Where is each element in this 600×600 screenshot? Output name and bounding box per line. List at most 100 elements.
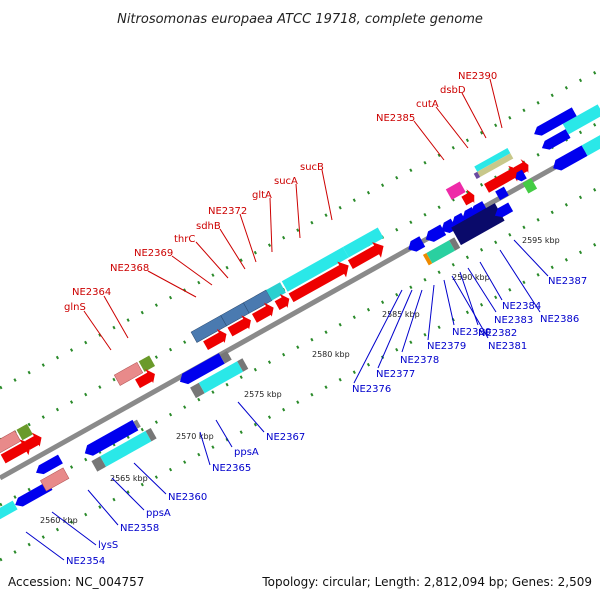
gene-box	[113, 361, 144, 386]
gene-arrow	[15, 481, 53, 507]
gene-box	[138, 355, 156, 372]
tick-label: 2565 kbp	[110, 474, 148, 483]
gene-arrow	[534, 107, 577, 136]
accession-text: Accession: NC_004757	[8, 575, 144, 589]
gene-arrow	[288, 261, 349, 303]
gene-box	[219, 350, 232, 364]
gene-arrow	[347, 242, 384, 269]
gene-arrow	[84, 423, 132, 456]
gene-label-ne2382: NE2382	[478, 328, 517, 339]
gene-arrow	[124, 419, 139, 435]
genome-summary-text: Topology: circular; Length: 2,812,094 bp…	[261, 575, 592, 589]
gene-label-ne2376: NE2376	[352, 384, 391, 395]
map-title: Nitrosomonas europaea ATCC 19718, comple…	[117, 12, 483, 27]
reverse-labels: NE2354 lysS NE2358 ppsA NE2360 NE2365 pp…	[25, 239, 587, 567]
gene-box	[266, 282, 286, 301]
gene-label-sdhb: sdhB	[196, 221, 221, 232]
gene-label-ne2368: NE2368	[110, 263, 149, 274]
gene-label-ne2367: NE2367	[266, 432, 305, 443]
gene-box	[40, 467, 70, 492]
gene-box	[0, 500, 18, 525]
gene-label-ppsa-1: ppsA	[146, 508, 171, 519]
gene-label-lyss: lysS	[98, 540, 118, 551]
tick-label: 2575 kbp	[244, 390, 282, 399]
gene-arrow	[135, 369, 155, 389]
gene-box	[474, 147, 511, 172]
gene-box	[342, 227, 384, 258]
gene-arrow	[515, 169, 527, 182]
gene-label-thrc: thrC	[174, 234, 195, 245]
gene-box	[445, 181, 466, 200]
tick-label: 2595 kbp	[522, 236, 560, 245]
gene-arrow	[553, 145, 588, 171]
gene-label-ne2379: NE2379	[427, 341, 466, 352]
gene-box	[422, 252, 433, 266]
gene-label-ne2360: NE2360	[168, 492, 207, 503]
gene-box	[0, 430, 22, 455]
gene-label-ne2369: NE2369	[134, 248, 173, 259]
gene-box	[100, 430, 152, 467]
gene-label-ne2383: NE2383	[494, 315, 533, 326]
gene-label-glta: gltA	[252, 190, 272, 201]
gene-label-ne2387: NE2387	[548, 276, 587, 287]
gene-box	[133, 419, 141, 429]
gene-box	[495, 186, 509, 201]
tick-label: 2570 kbp	[176, 432, 214, 441]
gene-arrow	[25, 432, 42, 450]
gene-arrow	[408, 236, 426, 252]
gene-arrow	[36, 454, 63, 475]
gene-box	[451, 203, 505, 246]
gene-label-ne2380: NE2380	[452, 327, 491, 338]
tick-label: 2560 kbp	[40, 516, 78, 525]
gene-label-ne2378: NE2378	[400, 355, 439, 366]
gene-label-ne2381: NE2381	[488, 341, 527, 352]
gene-label-cuta: cutA	[416, 99, 439, 110]
gene-label-ne2390: NE2390	[458, 71, 497, 82]
gene-arrow	[425, 224, 447, 242]
gene-box	[426, 240, 455, 264]
gene-arrow	[251, 302, 274, 323]
forward-labels: glnS NE2364 NE2368 NE2369 thrC sdhB NE23…	[64, 71, 503, 351]
gene-label-ne2377: NE2377	[376, 369, 415, 380]
gene-label-ne2372: NE2372	[208, 206, 247, 217]
gene-track	[0, 104, 600, 525]
tick-label: 2580 kbp	[312, 350, 350, 359]
gene-label-ne2358: NE2358	[120, 523, 159, 534]
gene-box	[198, 361, 244, 394]
gene-box	[91, 456, 107, 472]
gene-arrow	[274, 293, 290, 310]
gene-box	[581, 130, 600, 156]
gene-box	[145, 427, 157, 442]
gene-label-ne2384: NE2384	[502, 301, 541, 312]
gene-arrow	[203, 329, 227, 351]
gene-label-suca: sucA	[274, 176, 298, 187]
gene-arrow	[461, 189, 475, 206]
gene-arrow	[494, 202, 514, 218]
gene-box	[237, 358, 249, 372]
gene-label-ne2385: NE2385	[376, 113, 415, 124]
gene-arrow	[179, 353, 225, 385]
gene-box	[473, 171, 481, 179]
gene-arrow	[484, 165, 520, 193]
gene-arrow	[0, 439, 32, 464]
guide-lines	[0, 68, 600, 562]
gene-arrow	[541, 129, 571, 150]
gene-box	[562, 104, 600, 135]
gene-label-ne2386: NE2386	[540, 314, 579, 325]
gene-box	[477, 153, 514, 178]
gene-label-ppsa-2: ppsA	[234, 447, 259, 458]
tick-label: 2590 kbp	[452, 273, 490, 282]
gene-box	[16, 423, 33, 441]
gene-label-dsbd: dsbD	[440, 85, 466, 96]
gene-arrow	[513, 159, 529, 177]
gene-label-ne2364: NE2364	[72, 287, 111, 298]
gene-box	[449, 237, 461, 251]
gene-label-ne2365: NE2365	[212, 463, 251, 474]
gene-label-glns: glnS	[64, 302, 86, 313]
gene-box	[281, 247, 349, 292]
gene-label-sucb: sucB	[300, 162, 324, 173]
gene-box	[190, 382, 205, 399]
gene-box	[522, 178, 538, 194]
gene-arrow	[227, 315, 251, 337]
